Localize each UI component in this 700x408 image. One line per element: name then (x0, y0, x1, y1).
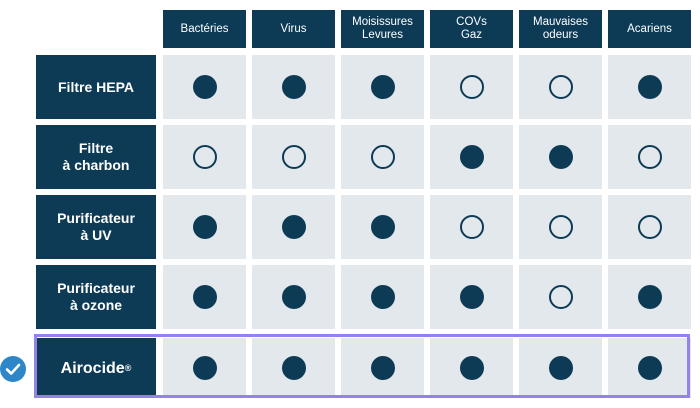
table-cell (341, 265, 424, 329)
filled-circle-icon (370, 356, 395, 380)
table-cell (608, 338, 691, 398)
table-cell (163, 125, 246, 189)
table-cell (163, 55, 246, 119)
filled-circle-icon (370, 285, 395, 309)
table-cell (430, 195, 513, 259)
table-cell (608, 265, 691, 329)
table-cell (430, 265, 513, 329)
filled-circle-icon (548, 356, 573, 380)
empty-circle-icon (192, 145, 217, 169)
table-cell (608, 125, 691, 189)
empty-circle-icon (548, 215, 573, 239)
table-cell (608, 55, 691, 119)
row-header: Purificateur à ozone (36, 265, 156, 329)
empty-circle-icon (459, 215, 484, 239)
table-cell (163, 195, 246, 259)
column-header: Moisissures Levures (341, 10, 424, 48)
row-label: Filtre à charbon (62, 140, 130, 173)
filled-circle-icon (370, 215, 395, 239)
filled-circle-icon (281, 75, 306, 99)
empty-circle-icon (548, 75, 573, 99)
filled-circle-icon (548, 145, 573, 169)
empty-circle-icon (637, 145, 662, 169)
column-header: COVs Gaz (430, 10, 513, 48)
filled-circle-icon (192, 285, 217, 309)
filled-circle-icon (459, 145, 484, 169)
registered-mark: ® (124, 362, 132, 373)
table-cell (519, 125, 602, 189)
table-cell (252, 55, 335, 119)
table-cell (519, 265, 602, 329)
filled-circle-icon (192, 215, 217, 239)
empty-circle-icon (548, 285, 573, 309)
table-cell (341, 55, 424, 119)
check-circle-icon (0, 356, 26, 382)
empty-circle-icon (459, 75, 484, 99)
filled-circle-icon (192, 75, 217, 99)
empty-circle-icon (370, 145, 395, 169)
column-header: Mauvaises odeurs (519, 10, 602, 48)
filled-circle-icon (281, 285, 306, 309)
filled-circle-icon (459, 285, 484, 309)
filled-circle-icon (637, 75, 662, 99)
table-cell (519, 338, 602, 398)
table-cell (430, 338, 513, 398)
filled-circle-icon (281, 215, 306, 239)
table-cell (608, 195, 691, 259)
row-header-airocide: Airocide ® (36, 338, 156, 398)
row-header: Purificateur à UV (36, 195, 156, 259)
table-cell (341, 195, 424, 259)
table-cell (341, 338, 424, 398)
filled-circle-icon (192, 356, 217, 380)
column-header: Bactéries (163, 10, 246, 48)
row-header: Filtre HEPA (36, 55, 156, 119)
filled-circle-icon (370, 75, 395, 99)
filled-circle-icon (637, 356, 662, 380)
row-label: Purificateur à ozone (57, 280, 135, 313)
row-label: Filtre HEPA (58, 78, 134, 95)
row-header: Filtre à charbon (36, 125, 156, 189)
table-cell (252, 338, 335, 398)
column-header: Acariens (608, 10, 691, 48)
table-cell (341, 125, 424, 189)
table-cell (163, 265, 246, 329)
filled-circle-icon (281, 356, 306, 380)
filled-circle-icon (459, 356, 484, 380)
filled-circle-icon (637, 285, 662, 309)
empty-circle-icon (637, 215, 662, 239)
table-cell (519, 195, 602, 259)
row-label: Airocide (60, 359, 125, 377)
table-cell (430, 125, 513, 189)
empty-circle-icon (281, 145, 306, 169)
table-cell (430, 55, 513, 119)
row-label: Purificateur à UV (57, 210, 135, 243)
column-header: Virus (252, 10, 335, 48)
table-cell (519, 55, 602, 119)
table-cell (252, 195, 335, 259)
table-cell (252, 265, 335, 329)
table-cell (163, 338, 246, 398)
table-cell (252, 125, 335, 189)
